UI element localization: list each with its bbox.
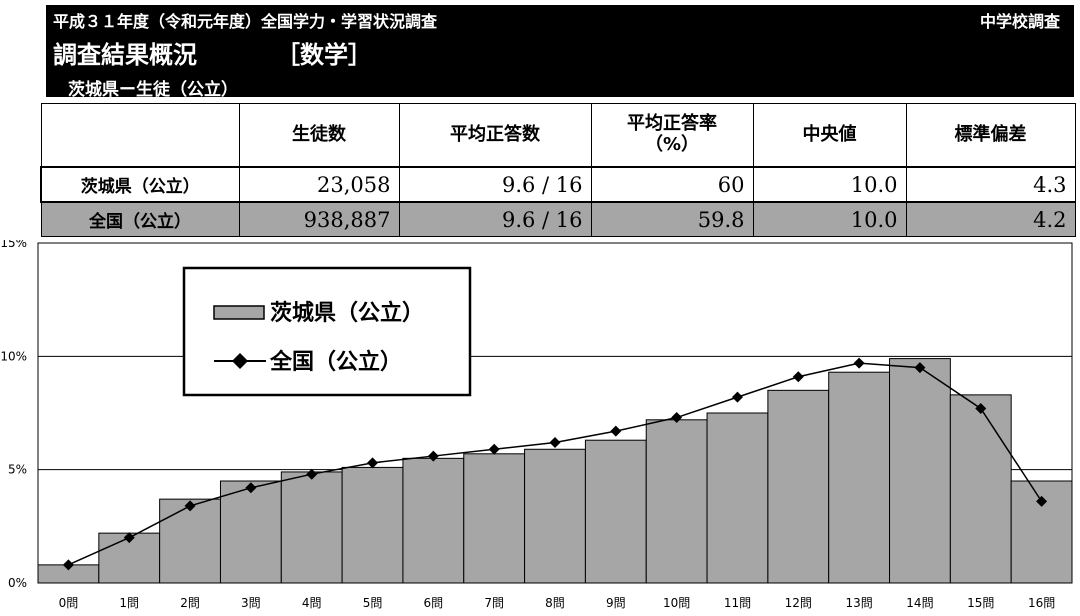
line-point	[671, 412, 683, 424]
x-tick-label: 16問	[1028, 596, 1055, 610]
cell-sd: 4.2	[905, 201, 1076, 237]
y-tick-label: 15%	[0, 240, 27, 250]
bar	[706, 412, 769, 584]
line-point	[62, 559, 74, 571]
x-tick-label: 11問	[724, 596, 751, 610]
x-tick-label: 5問	[363, 596, 383, 610]
survey-name: 平成３１年度（令和元年度）全国学力・学習状況調査	[53, 12, 438, 31]
column-header-blank	[40, 103, 240, 168]
line-point	[731, 391, 743, 403]
line-point	[610, 425, 622, 437]
plot-area: 0% 5% 10% 15% 0問 1問 2問 3問 4問 5問 6問 7問 8問 9問 10問 11問 12問 1…	[0, 240, 1073, 610]
legend-swatch-bar	[213, 305, 265, 320]
summary-table: 生徒数 平均正答数 平均正答率 （%） 中央値 標準偏差 茨城県（公立） 23,…	[40, 103, 1076, 237]
y-tick-label: 0%	[8, 576, 27, 590]
x-tick-label: 2問	[180, 596, 200, 610]
line-point	[975, 402, 987, 414]
x-tick-label: 13問	[845, 596, 872, 610]
bar	[159, 498, 221, 584]
line-point	[306, 468, 318, 480]
cell-students: 938,887	[238, 201, 400, 237]
cell-sd: 4.3	[905, 166, 1076, 203]
legend-label: 茨城県（公立）	[270, 300, 424, 326]
bar	[463, 453, 526, 584]
row-label: 全国（公立）	[40, 201, 240, 237]
score-distribution-chart: 0% 5% 10% 15% 0問 1問 2問 3問 4問 5問 6問 7問 8問 9問 10問 11問 12問 1…	[0, 240, 1073, 610]
scope-label: 茨城県ー生徒（公立）	[68, 80, 238, 100]
line-point	[792, 371, 804, 383]
x-tick-label: 4問	[302, 596, 322, 610]
table-header-row: 生徒数 平均正答数 平均正答率 （%） 中央値 標準偏差	[40, 103, 1076, 168]
cell-avg-correct: 9.6 / 16	[398, 166, 592, 203]
x-tick-label: 14問	[906, 596, 933, 610]
column-header-sd: 標準偏差	[905, 103, 1076, 168]
cell-avg-rate: 60	[590, 166, 754, 203]
column-header-students: 生徒数	[238, 103, 400, 168]
x-tick-label: 12問	[785, 596, 812, 610]
school-level: 中学校調査	[979, 12, 1060, 31]
line-point	[1036, 495, 1048, 507]
bar	[280, 471, 343, 584]
line-point	[853, 357, 865, 369]
cell-students: 23,058	[238, 166, 400, 203]
report-header: 平成３１年度（令和元年度）全国学力・学習状況調査 中学校調査 調査結果概況 ［数…	[46, 5, 1074, 100]
bar	[828, 371, 891, 584]
y-tick-label: 10%	[0, 349, 27, 363]
column-header-avg-rate: 平均正答率 （%）	[590, 103, 754, 168]
y-tick-label: 5%	[8, 463, 27, 477]
x-tick-label: 3問	[241, 596, 261, 610]
line-point	[367, 457, 379, 469]
line-point	[123, 532, 135, 544]
x-tick-label: 9問	[606, 596, 626, 610]
bar	[524, 448, 586, 584]
cell-avg-correct: 9.6 / 16	[398, 201, 592, 237]
x-tick-label: 15問	[967, 596, 994, 610]
bar	[889, 358, 951, 584]
bar	[645, 419, 708, 584]
subject-label: ［数学］	[276, 41, 372, 69]
line-point	[488, 443, 500, 455]
table-row-national: 全国（公立） 938,887 9.6 / 16 59.8 10.0 4.2	[40, 201, 1076, 237]
table-row-prefecture: 茨城県（公立） 23,058 9.6 / 16 60 10.0 4.3	[40, 166, 1076, 203]
legend-swatch-marker	[232, 353, 248, 369]
x-tick-label: 8問	[545, 596, 565, 610]
bar	[767, 389, 830, 584]
line-point	[245, 482, 257, 494]
cell-avg-rate: 59.8	[590, 201, 754, 237]
bar	[341, 466, 404, 584]
x-tick-label: 0問	[59, 596, 79, 610]
bar	[949, 394, 1012, 584]
line-point	[549, 436, 561, 448]
page-title: 調査結果概況	[53, 41, 197, 69]
line-point	[184, 500, 196, 512]
x-tick-label: 10問	[663, 596, 690, 610]
column-header-median: 中央値	[752, 103, 907, 168]
bar	[219, 480, 282, 584]
x-tick-label: 1問	[119, 596, 139, 610]
line-point	[427, 450, 439, 462]
row-label: 茨城県（公立）	[40, 166, 240, 203]
legend-label: 全国（公立）	[269, 349, 402, 375]
legend-box	[182, 266, 472, 397]
x-tick-label: 6問	[424, 596, 444, 610]
x-tick-label: 7問	[484, 596, 504, 610]
column-header-avg-correct: 平均正答数	[398, 103, 592, 168]
bar	[584, 439, 647, 584]
cell-median: 10.0	[752, 201, 907, 237]
cell-median: 10.0	[752, 166, 907, 203]
bar	[402, 457, 465, 584]
